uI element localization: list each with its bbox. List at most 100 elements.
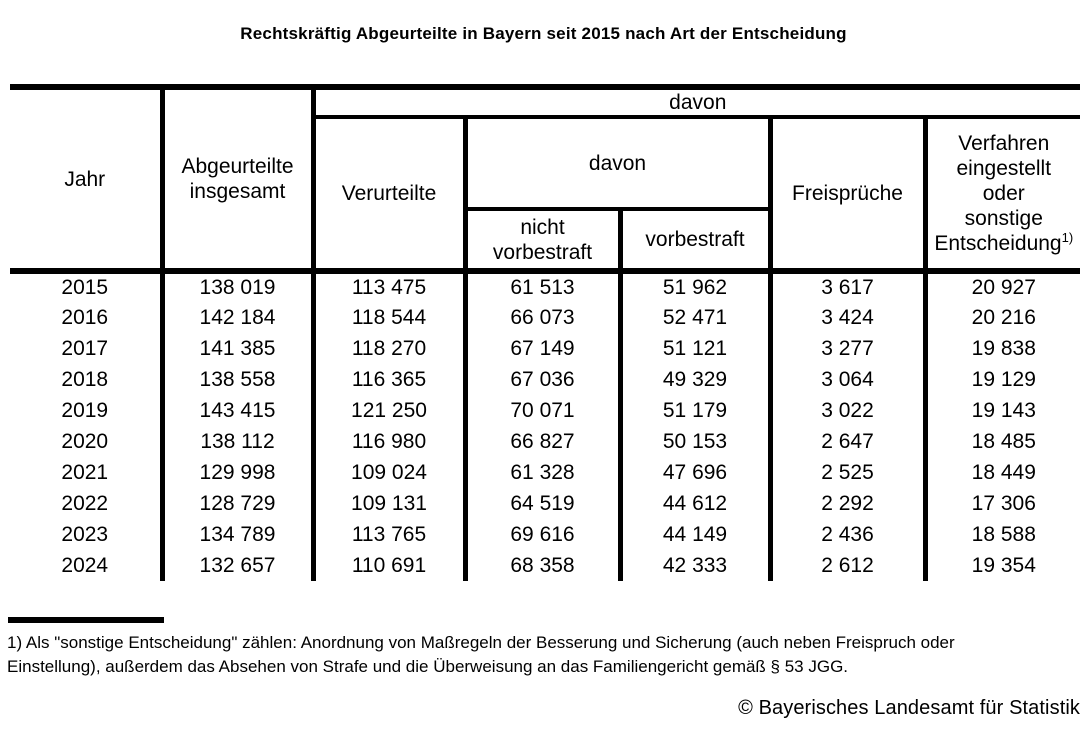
cell-verurteilte: 118 270: [310, 333, 465, 364]
cell-verfahren: 19 354: [922, 550, 1081, 581]
table-row: 2022 128 729 109 131 64 519 44 612 2 292…: [10, 488, 1081, 519]
cell-jahr: 2019: [61, 398, 109, 422]
cell-nicht-vorbestraft: 67 149: [462, 333, 620, 364]
cell-freisprueche: 3 022: [767, 395, 925, 426]
header-verurteilte: Verurteilte: [310, 117, 465, 271]
statistics-table: Jahr Abgeurteilte insgesamt davon Verurt…: [10, 84, 1081, 581]
table-header: Jahr Abgeurteilte insgesamt davon Verurt…: [10, 84, 1081, 271]
cell-jahr: 2021: [61, 460, 109, 484]
cell-jahr: 2020: [61, 429, 109, 453]
header-verfahren-last-word: Entscheidung: [934, 232, 1062, 255]
footnote-ref-superscript: 1): [1061, 230, 1074, 245]
footnote: 1) Als "sonstige Entscheidung" zählen: A…: [7, 633, 955, 676]
cell-nicht-vorbestraft: 67 036: [462, 364, 620, 395]
cell-verurteilte: 116 980: [310, 426, 465, 457]
cell-abgeurteilte: 138 112: [159, 426, 313, 457]
cell-vorbestraft: 47 696: [617, 457, 770, 488]
cell-verurteilte: 110 691: [310, 550, 465, 581]
cell-vorbestraft: 52 471: [617, 302, 770, 333]
cell-vorbestraft: 44 149: [617, 519, 770, 550]
table-body: 2015 138 019 113 475 61 513 51 962 3 617…: [10, 268, 1081, 581]
cell-verfahren: 19 129: [922, 364, 1081, 395]
cell-abgeurteilte: 142 184: [159, 302, 313, 333]
cell-vorbestraft: 44 612: [617, 488, 770, 519]
table-row: 2021 129 998 109 024 61 328 47 696 2 525…: [10, 457, 1081, 488]
table-row: 2018 138 558 116 365 67 036 49 329 3 064…: [10, 364, 1081, 395]
header-row-3: nicht vorbestraft vorbestraft: [10, 209, 1080, 271]
footnote-separator: [8, 617, 164, 623]
header-abgeurteilte-insgesamt: Abgeurteilte insgesamt: [159, 84, 313, 271]
cell-jahr: 2017: [61, 336, 109, 360]
cell-verfahren: 20 216: [922, 302, 1081, 333]
cell-verurteilte: 109 024: [310, 457, 465, 488]
cell-jahr: 2018: [61, 367, 109, 391]
cell-verurteilte: 113 475: [310, 268, 465, 302]
cell-verfahren: 19 838: [922, 333, 1081, 364]
cell-abgeurteilte: 138 019: [159, 268, 313, 302]
cell-abgeurteilte: 138 558: [159, 364, 313, 395]
header-davon-inner: davon: [462, 117, 770, 211]
cell-freisprueche: 3 277: [767, 333, 925, 364]
cell-verfahren: 19 143: [922, 395, 1081, 426]
cell-freisprueche: 3 064: [767, 364, 925, 395]
cell-freisprueche: 3 617: [767, 268, 925, 302]
table-row: 2024 132 657 110 691 68 358 42 333 2 612…: [10, 550, 1081, 581]
header-vorbestraft: vorbestraft: [617, 209, 770, 271]
header-nicht-vorbestraft: nicht vorbestraft: [462, 209, 620, 271]
cell-freisprueche: 2 647: [767, 426, 925, 457]
cell-verfahren: 18 588: [922, 519, 1081, 550]
header-verfahren-last-line: Entscheidung1): [928, 231, 1081, 256]
cell-verfahren: 18 449: [922, 457, 1081, 488]
cell-abgeurteilte: 129 998: [159, 457, 313, 488]
cell-verfahren: 18 485: [922, 426, 1081, 457]
header-verfahren-lines: Verfahren eingestellt oder sonstige: [956, 132, 1052, 230]
table-row: 2016 142 184 118 544 66 073 52 471 3 424…: [10, 302, 1081, 333]
cell-nicht-vorbestraft: 61 513: [462, 268, 620, 302]
header-verfahren-eingestellt: Verfahren eingestellt oder sonstige Entsc…: [922, 117, 1081, 271]
cell-nicht-vorbestraft: 66 073: [462, 302, 620, 333]
cell-vorbestraft: 49 329: [617, 364, 770, 395]
cell-abgeurteilte: 141 385: [159, 333, 313, 364]
cell-abgeurteilte: 134 789: [159, 519, 313, 550]
cell-verfahren: 20 927: [922, 268, 1081, 302]
page-title: Rechtskräftig Abgeurteilte in Bayern sei…: [240, 24, 847, 43]
table-row: 2023 134 789 113 765 69 616 44 149 2 436…: [10, 519, 1081, 550]
cell-jahr: 2015: [10, 268, 162, 302]
cell-freisprueche: 2 292: [767, 488, 925, 519]
copyright-notice: © Bayerisches Landesamt für Statistik: [738, 697, 1080, 719]
cell-vorbestraft: 50 153: [617, 426, 770, 457]
table-row: 2017 141 385 118 270 67 149 51 121 3 277…: [10, 333, 1081, 364]
cell-jahr: 2016: [61, 305, 109, 329]
header-jahr: Jahr: [10, 84, 162, 271]
cell-freisprueche: 2 436: [767, 519, 925, 550]
cell-verurteilte: 113 765: [310, 519, 465, 550]
cell-freisprueche: 2 525: [767, 457, 925, 488]
cell-verurteilte: 116 365: [310, 364, 465, 395]
header-row-1: Jahr Abgeurteilte insgesamt davon: [10, 84, 1081, 271]
table-row: 2020 138 112 116 980 66 827 50 153 2 647…: [10, 426, 1081, 457]
cell-jahr: 2023: [61, 522, 109, 546]
cell-nicht-vorbestraft: 61 328: [462, 457, 620, 488]
cell-nicht-vorbestraft: 69 616: [462, 519, 620, 550]
cell-nicht-vorbestraft: 70 071: [462, 395, 620, 426]
cell-nicht-vorbestraft: 68 358: [462, 550, 620, 581]
cell-freisprueche: 2 612: [767, 550, 925, 581]
cell-vorbestraft: 42 333: [617, 550, 770, 581]
cell-nicht-vorbestraft: 66 827: [462, 426, 620, 457]
cell-verurteilte: 121 250: [310, 395, 465, 426]
cell-verurteilte: 118 544: [310, 302, 465, 333]
cell-vorbestraft: 51 962: [617, 268, 770, 302]
cell-abgeurteilte: 143 415: [159, 395, 313, 426]
cell-verurteilte: 109 131: [310, 488, 465, 519]
cell-nicht-vorbestraft: 64 519: [462, 488, 620, 519]
cell-jahr: 2022: [61, 491, 109, 515]
cell-freisprueche: 3 424: [767, 302, 925, 333]
header-row-2: Verurteilte davon Freisprüche Verfahren …: [10, 117, 1081, 271]
cell-abgeurteilte: 132 657: [159, 550, 313, 581]
cell-jahr: 2024: [61, 553, 109, 577]
table-row: 2015 138 019 113 475 61 513 51 962 3 617…: [10, 268, 1081, 302]
cell-verfahren: 17 306: [922, 488, 1081, 519]
cell-abgeurteilte: 128 729: [159, 488, 313, 519]
header-freisprueche: Freisprüche: [767, 117, 925, 271]
